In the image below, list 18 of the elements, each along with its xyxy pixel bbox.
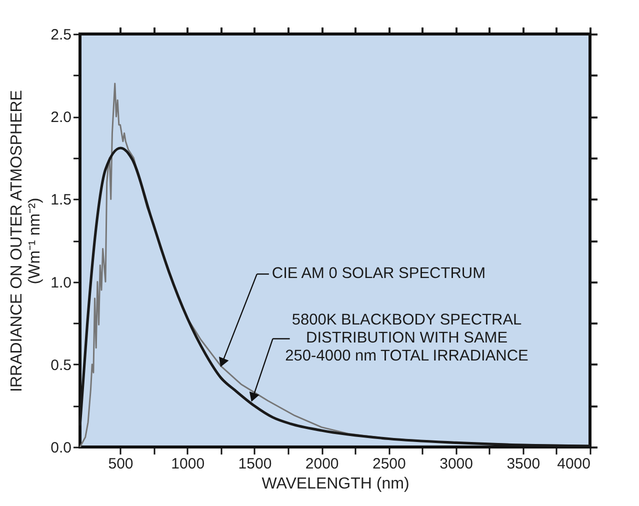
y-tick-label: 0.0 xyxy=(50,440,72,456)
x-tick-label: 500 xyxy=(108,456,134,472)
y-axis-title: IRRADIANCE ON OUTER ATMOSPHERE (Wm⁻¹ nm⁻²) xyxy=(8,90,44,392)
x-tick-label: 1000 xyxy=(171,456,205,472)
y-tick-label: 1.0 xyxy=(50,274,72,292)
y-tick-label: 0.5 xyxy=(50,356,72,374)
x-tick-label: 2000 xyxy=(305,456,339,472)
annotation: 5800K BLACKBODY SPECTRAL DISTRIBUTION WITH SAME 250-4000 nm TOTAL IRRADIANCE xyxy=(285,312,528,365)
x-tick-label: 4000 xyxy=(557,456,590,472)
y-tick-label: 2.5 xyxy=(50,26,72,44)
x-axis-title: WAVELENGTH (nm) xyxy=(262,476,410,492)
x-tick-label: 2500 xyxy=(372,456,406,472)
x-tick-label: 3500 xyxy=(506,456,540,472)
x-tick-label: 3000 xyxy=(440,456,473,472)
x-tick-label: 1500 xyxy=(238,456,272,472)
annotation: CIE AM 0 SOLAR SPECTRUM xyxy=(272,265,486,282)
y-tick-label: 2.0 xyxy=(50,109,72,126)
y-tick-label: 1.5 xyxy=(50,192,72,209)
